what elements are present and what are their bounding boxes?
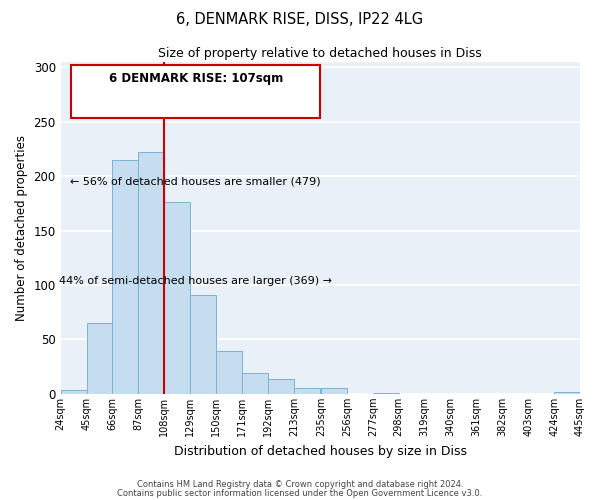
Text: ← 56% of detached houses are smaller (479): ← 56% of detached houses are smaller (47… <box>70 176 321 186</box>
FancyBboxPatch shape <box>71 65 320 118</box>
Bar <box>242 373 268 394</box>
Bar <box>268 378 294 394</box>
Bar <box>86 323 112 394</box>
Title: Size of property relative to detached houses in Diss: Size of property relative to detached ho… <box>158 48 482 60</box>
Text: Contains HM Land Registry data © Crown copyright and database right 2024.: Contains HM Land Registry data © Crown c… <box>137 480 463 489</box>
Bar <box>294 388 320 394</box>
Text: 44% of semi-detached houses are larger (369) →: 44% of semi-detached houses are larger (… <box>59 276 332 286</box>
Bar <box>216 352 242 394</box>
Text: 6, DENMARK RISE, DISS, IP22 4LG: 6, DENMARK RISE, DISS, IP22 4LG <box>176 12 424 28</box>
X-axis label: Distribution of detached houses by size in Diss: Distribution of detached houses by size … <box>174 444 467 458</box>
Bar <box>61 390 86 394</box>
Text: Contains public sector information licensed under the Open Government Licence v3: Contains public sector information licen… <box>118 488 482 498</box>
Bar <box>321 388 347 394</box>
Bar <box>373 393 398 394</box>
Bar <box>190 295 216 394</box>
Bar <box>139 152 164 394</box>
Bar <box>164 202 190 394</box>
Text: 6 DENMARK RISE: 107sqm: 6 DENMARK RISE: 107sqm <box>109 72 283 85</box>
Bar <box>554 392 580 394</box>
Y-axis label: Number of detached properties: Number of detached properties <box>15 135 28 321</box>
Bar <box>112 160 139 394</box>
